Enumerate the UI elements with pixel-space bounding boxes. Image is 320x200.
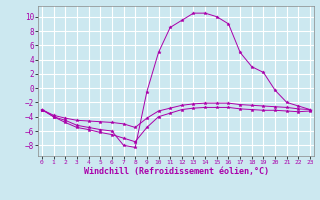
X-axis label: Windchill (Refroidissement éolien,°C): Windchill (Refroidissement éolien,°C) (84, 167, 268, 176)
